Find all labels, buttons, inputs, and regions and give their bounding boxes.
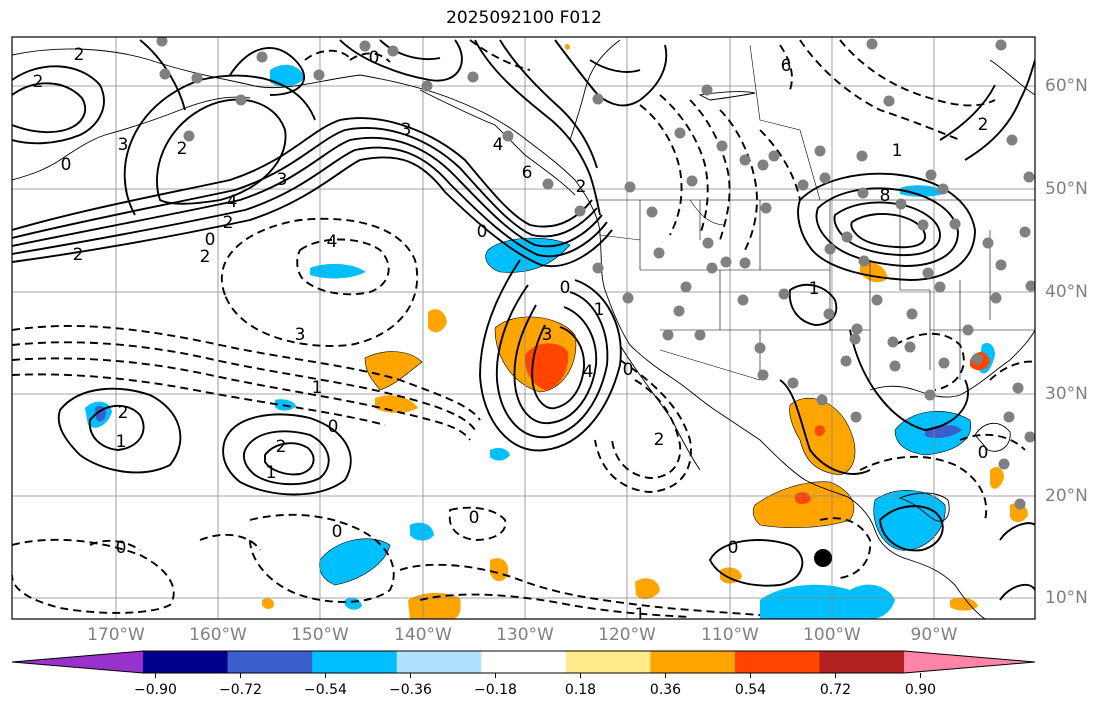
contour-label: 2 xyxy=(654,430,665,450)
contour-label: 1 xyxy=(266,463,277,483)
longitude-label: 100°W xyxy=(803,625,861,645)
contour-label: 6 xyxy=(781,56,792,76)
contour-label: 3 xyxy=(542,325,553,345)
colorbar-tick-label: 0.54 xyxy=(734,682,767,698)
latitude-label: 60°N xyxy=(1045,76,1088,96)
contour-label: 3 xyxy=(295,325,306,345)
longitude-label: 150°W xyxy=(291,625,349,645)
contour-label: 6 xyxy=(522,163,533,183)
contour-label: 1 xyxy=(809,279,820,299)
contour-label: 4 xyxy=(227,192,238,212)
graticule xyxy=(12,37,1035,619)
longitude-label: 160°W xyxy=(189,625,247,645)
latitude-label: 30°N xyxy=(1045,384,1088,404)
contour-label: 0 xyxy=(369,48,380,68)
contour-label: 2 xyxy=(576,177,587,197)
contour-label: 0 xyxy=(61,155,72,175)
contour-label: 2 xyxy=(33,72,44,92)
contour-label: 0 xyxy=(332,522,343,542)
contour-label: 4 xyxy=(493,135,504,155)
map-title: 2025092100 F012 xyxy=(446,8,602,28)
contour-value-labels: 2 2 0 3 0 2 3 4 3 2 0 2 2 4 3 1 0 1 2 1 … xyxy=(33,45,989,625)
station-markers xyxy=(156,37,1035,510)
contour-label: 0 xyxy=(623,360,634,380)
contour-label: 4 xyxy=(583,362,594,382)
contour-label: 2 xyxy=(177,139,188,159)
longitude-label: 170°W xyxy=(87,625,145,645)
contour-label: 3 xyxy=(118,135,129,155)
contour-label: 2 xyxy=(200,247,211,267)
contour-label: 0 xyxy=(978,443,989,463)
contour-label: 0 xyxy=(728,538,739,558)
contour-label: 2 xyxy=(118,403,129,423)
contour-label: 0 xyxy=(116,538,127,558)
contour-label: 3 xyxy=(401,120,412,140)
colorbar-tick-label: −0.72 xyxy=(219,682,262,698)
latitude-label: 20°N xyxy=(1045,486,1088,506)
contour-label: 2 xyxy=(74,45,85,65)
contour-label: 1 xyxy=(594,300,605,320)
longitude-label: 120°W xyxy=(598,625,656,645)
contour-label: 1 xyxy=(116,432,127,452)
colorbar-tick-label: −0.18 xyxy=(474,682,517,698)
latitude-label: 40°N xyxy=(1045,282,1088,302)
filled-field-shading xyxy=(85,44,1028,619)
contour-label: 2 xyxy=(978,115,989,135)
longitude-label: 110°W xyxy=(701,625,759,645)
longitude-label: 140°W xyxy=(394,625,452,645)
contour-label: 0 xyxy=(205,230,216,250)
contour-label: 2 xyxy=(73,245,84,265)
contour-lines-negative xyxy=(12,39,1035,618)
contour-label: 8 xyxy=(880,186,891,206)
contour-label: 0 xyxy=(560,278,571,298)
contour-label: 1 xyxy=(635,605,646,625)
latitude-label: 50°N xyxy=(1045,179,1088,199)
colorbar-tick-label: 0.90 xyxy=(904,682,937,698)
colorbar-tick-label: 0.18 xyxy=(564,682,597,698)
latitude-label: 10°N xyxy=(1045,588,1088,608)
contour-label: 0 xyxy=(477,222,488,242)
colorbar-tick-label: −0.90 xyxy=(134,682,177,698)
longitude-label: 90°W xyxy=(910,625,958,645)
contour-label: 1 xyxy=(892,141,903,161)
colorbar-tick-label: −0.36 xyxy=(389,682,432,698)
colorbar-tick-label: 0.72 xyxy=(819,682,852,698)
contour-label: 2 xyxy=(223,213,234,233)
contour-label: 2 xyxy=(276,437,287,457)
contour-label: 0 xyxy=(469,508,480,528)
contour-label: 3 xyxy=(277,170,288,190)
contour-label: 0 xyxy=(328,417,339,437)
map-frame xyxy=(11,36,1036,620)
colorbar-tick-label: −0.54 xyxy=(304,682,347,698)
longitude-label: 130°W xyxy=(496,625,554,645)
center-marker xyxy=(814,549,832,567)
colorbar-tick-label: 0.36 xyxy=(649,682,682,698)
contour-label: 1 xyxy=(312,378,323,398)
contour-label: 4 xyxy=(327,232,338,252)
